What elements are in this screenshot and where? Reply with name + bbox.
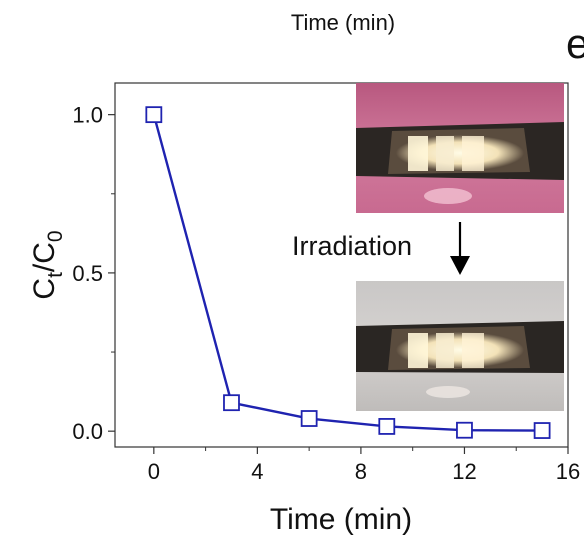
data-point — [300, 410, 318, 427]
data-point — [533, 422, 551, 439]
x-axis-title: Time (min) — [270, 503, 412, 536]
data-point — [456, 421, 473, 439]
irradiation-label: Irradiation — [292, 231, 412, 261]
data-point — [378, 418, 396, 435]
x-tick-label: 0 — [148, 459, 160, 484]
header-fragment: Time (min) — [291, 10, 395, 35]
y-axis-title: Ct/C0 — [28, 230, 67, 299]
x-tick-label: 4 — [251, 459, 263, 484]
down-arrow-icon — [450, 222, 470, 275]
photo-before-irradiation — [356, 83, 564, 213]
y-tick-label: 1.0 — [72, 103, 103, 128]
x-tick-label: 16 — [556, 459, 580, 484]
x-tick-label: 12 — [452, 459, 476, 484]
panel-letter: e — [566, 20, 584, 67]
series-line — [152, 114, 543, 432]
y-tick-label: 0.0 — [72, 419, 103, 444]
data-point — [223, 394, 240, 412]
data-point — [145, 106, 163, 124]
photo-after-irradiation — [356, 281, 564, 411]
x-tick-label: 8 — [355, 459, 367, 484]
plot-frame — [114, 82, 569, 448]
y-tick-label: 0.5 — [72, 261, 103, 286]
